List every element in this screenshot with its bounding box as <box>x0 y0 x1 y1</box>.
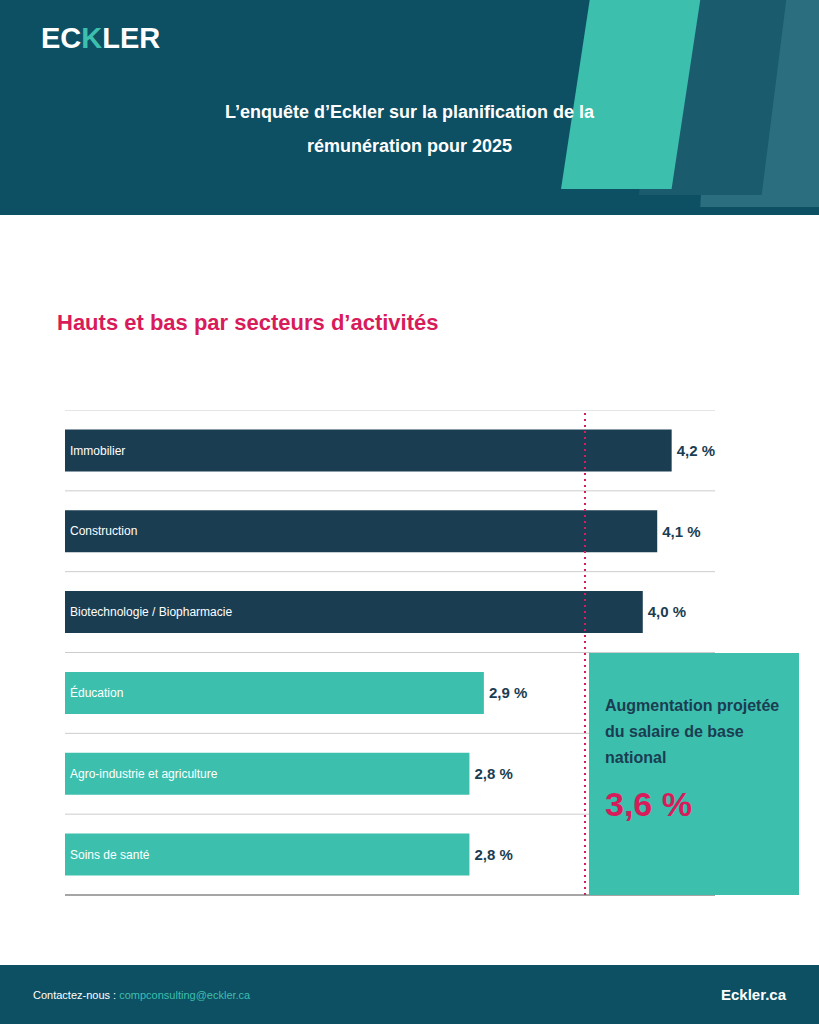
svg-text:Soins de santé: Soins de santé <box>70 848 150 862</box>
svg-text:4,0 %: 4,0 % <box>648 603 686 620</box>
html-text:Contactez-nous : compconsultin: Contactez-nous : compconsulting@eckler.c… <box>33 988 251 1001</box>
svg-text:Immobilier: Immobilier <box>70 444 125 458</box>
svg-text:2,8 %: 2,8 % <box>474 765 512 782</box>
svg-text:4,2 %: 4,2 % <box>677 442 715 459</box>
html-text:3,6 %: 3,6 % <box>605 784 692 823</box>
svg-text:2,9 %: 2,9 % <box>489 684 527 701</box>
svg-text:Biotechnologie / Biopharmacie: Biotechnologie / Biopharmacie <box>70 605 232 619</box>
svg-text:Éducation: Éducation <box>70 685 123 700</box>
html-text:du salaire de base: du salaire de base <box>605 722 744 740</box>
html-text:Eckler.ca: Eckler.ca <box>720 986 786 1003</box>
svg-text:2,8 %: 2,8 % <box>474 846 512 863</box>
svg-text:Construction: Construction <box>70 524 137 538</box>
html-text:national: national <box>605 748 667 766</box>
html-text:Hauts et bas par secteurs d’ac: Hauts et bas par secteurs d’activités <box>57 310 439 335</box>
svg-text:Agro-industrie et agriculture: Agro-industrie et agriculture <box>70 767 218 781</box>
svg-text:4,1 %: 4,1 % <box>662 523 700 540</box>
html-text:L’enquête d’Eckler sur la plan: L’enquête d’Eckler sur la planification … <box>224 102 594 156</box>
html-text:EC K LER: EC K LER <box>41 22 161 54</box>
html-text:Augmentation projetée: Augmentation projetée <box>605 696 780 714</box>
